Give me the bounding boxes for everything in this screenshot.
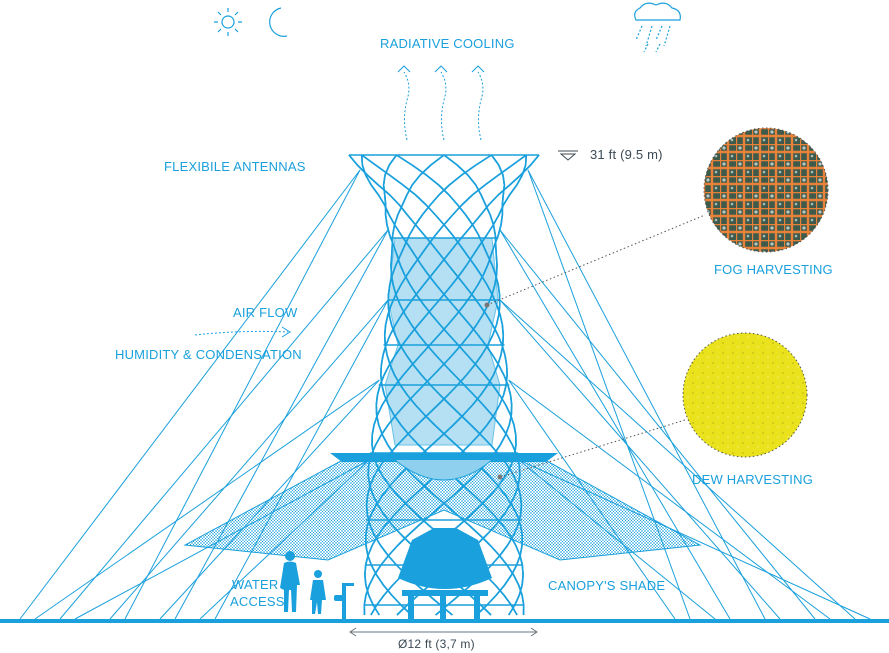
height-marker-icon [558,150,578,161]
radiative-cooling-label: RADIATIVE COOLING [380,36,515,51]
humidity-condensation-label: HUMIDITY & CONDENSATION [115,347,302,362]
water-access-label-1: WATER [232,577,279,592]
ground-line [0,619,889,623]
canopy [183,453,702,561]
fog-harvesting-label: FOG HARVESTING [714,262,833,277]
fog-harvesting-inset [703,127,829,253]
radiative-cooling-arrows [397,65,485,141]
faucet [334,583,354,619]
leader-lines [486,214,706,478]
moon-icon [269,7,288,37]
water-tank [398,528,492,619]
air-flow-label: AIR FLOW [233,305,298,320]
air-flow-arrow [194,326,291,338]
cloud-rain-icon [634,2,681,53]
collection-funnel [394,459,493,481]
flexible-antennas-label: FLEXIBILE ANTENNAS [164,159,306,174]
fog-anchor-point [484,302,490,308]
person-adult [280,551,300,612]
diameter-dimension [349,627,538,637]
dew-harvesting-inset [682,332,808,458]
water-access-label-2: ACCESS [230,594,285,609]
tower-lattice [348,154,540,616]
canopy-shade-label: CANOPY'S SHADE [548,578,666,593]
dew-harvesting-label: DEW HARVESTING [692,472,814,487]
person-child [310,570,326,614]
height-label: 31 ft (9.5 m) [590,147,663,162]
dew-anchor-point [497,474,503,480]
sun-icon [214,8,242,36]
diameter-label: Ø12 ft (3,7 m) [398,637,475,651]
